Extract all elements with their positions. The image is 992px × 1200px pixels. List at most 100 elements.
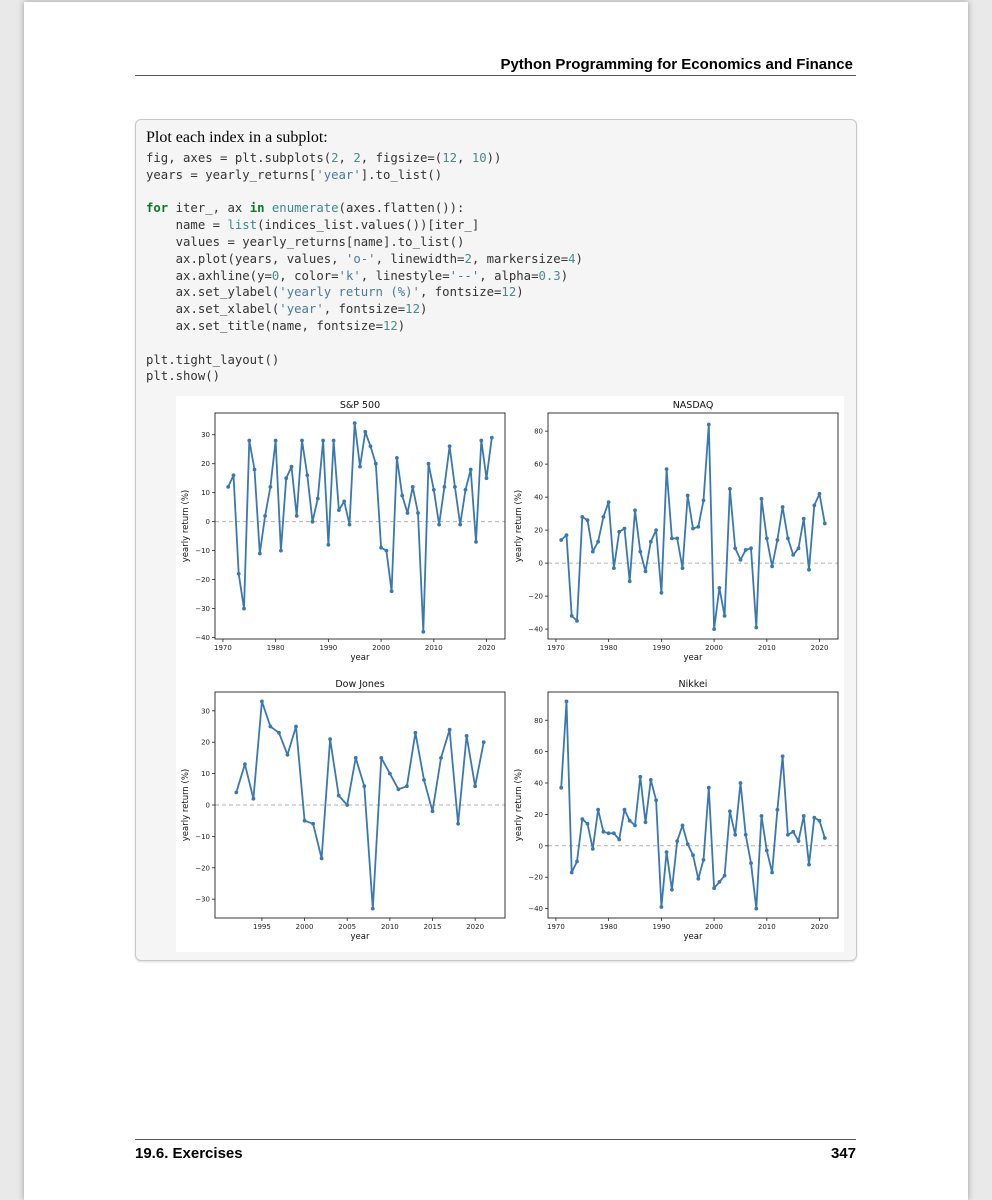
data-point bbox=[754, 906, 759, 911]
x-tick-label: 2020 bbox=[478, 644, 496, 652]
data-point bbox=[285, 752, 290, 757]
data-point bbox=[764, 536, 769, 541]
code-line: ax.set_ylabel('yearly return (%)', fonts… bbox=[175, 285, 524, 300]
code-line: plt.tight_layout() bbox=[146, 352, 280, 367]
notebook-cell: Plot each index in a subplot: fig, axes … bbox=[135, 119, 857, 961]
x-tick-label: 1970 bbox=[547, 923, 565, 931]
data-point bbox=[670, 887, 674, 892]
data-point bbox=[733, 546, 738, 551]
data-point bbox=[279, 548, 283, 553]
data-point bbox=[817, 491, 822, 496]
x-axis-label: year bbox=[684, 653, 703, 663]
data-point bbox=[717, 880, 722, 884]
data-point bbox=[675, 536, 680, 541]
data-point bbox=[277, 730, 281, 735]
y-tick-label: 20 bbox=[201, 460, 210, 468]
data-point bbox=[659, 905, 664, 909]
data-point bbox=[410, 485, 415, 489]
data-point bbox=[696, 876, 701, 881]
data-point bbox=[268, 485, 273, 489]
data-point bbox=[728, 809, 732, 814]
subplot-s-p-500: S&P 500 −40 −30 −20 −10 0 10 20 30 1970 1980 1990 20… bbox=[181, 400, 506, 663]
data-point bbox=[606, 500, 611, 504]
subplot-title: Dow Jones bbox=[335, 679, 384, 690]
data-point bbox=[764, 848, 769, 853]
data-point bbox=[712, 886, 716, 891]
data-point bbox=[796, 546, 801, 551]
y-tick-label: −20 bbox=[528, 593, 543, 601]
data-point bbox=[337, 508, 341, 512]
data-point bbox=[664, 467, 669, 471]
axes-frame bbox=[547, 412, 839, 640]
data-point bbox=[456, 821, 460, 826]
y-tick-label: −10 bbox=[195, 833, 210, 841]
data-point bbox=[439, 756, 443, 760]
cell-caption: Plot each index in a subplot: bbox=[146, 129, 328, 146]
data-point bbox=[481, 740, 486, 745]
data-point bbox=[786, 536, 790, 541]
data-point bbox=[311, 821, 315, 826]
y-tick-label: 30 bbox=[201, 431, 210, 439]
data-point bbox=[807, 567, 811, 572]
y-tick-label: −30 bbox=[195, 896, 210, 904]
data-point bbox=[601, 515, 606, 519]
data-point bbox=[284, 476, 289, 481]
data-point bbox=[252, 467, 257, 472]
x-tick-label: 2010 bbox=[758, 923, 776, 931]
data-point bbox=[458, 522, 463, 527]
data-point bbox=[362, 784, 367, 789]
axes-frame bbox=[214, 412, 506, 640]
data-point bbox=[585, 518, 590, 523]
data-point bbox=[812, 503, 817, 508]
data-point bbox=[691, 853, 695, 858]
y-tick-label: −10 bbox=[195, 547, 210, 555]
data-point bbox=[326, 542, 331, 547]
data-point bbox=[659, 590, 664, 595]
data-point bbox=[759, 814, 764, 818]
x-tick-label: 2005 bbox=[338, 923, 356, 931]
data-point bbox=[680, 823, 685, 828]
data-point bbox=[738, 557, 743, 562]
y-tick-label: −20 bbox=[195, 576, 210, 584]
data-point bbox=[622, 526, 627, 531]
data-point bbox=[370, 906, 375, 911]
footer-page-number: 347 bbox=[830, 1145, 856, 1162]
data-point bbox=[464, 734, 469, 738]
data-point bbox=[442, 485, 447, 489]
data-point bbox=[268, 724, 273, 729]
data-point bbox=[569, 870, 574, 875]
data-point bbox=[706, 785, 711, 790]
x-tick-label: 1970 bbox=[547, 644, 565, 652]
y-tick-label: −20 bbox=[528, 874, 543, 882]
y-tick-label: 60 bbox=[534, 748, 543, 756]
y-tick-label: 0 bbox=[206, 518, 210, 526]
data-point bbox=[384, 548, 389, 553]
series-line bbox=[560, 700, 826, 910]
data-point bbox=[302, 818, 307, 823]
x-tick-label: 2010 bbox=[425, 644, 443, 652]
data-point bbox=[289, 464, 294, 469]
data-point bbox=[468, 467, 473, 472]
x-tick-label: 2000 bbox=[372, 644, 390, 652]
data-point bbox=[426, 461, 431, 466]
x-axis-label: year bbox=[351, 932, 370, 942]
y-axis-label: yearly return (%) bbox=[514, 769, 524, 841]
code-line: values = yearly_returns[name].to_list() bbox=[175, 234, 465, 249]
running-header-title: Python Programming for Economics and Fin… bbox=[500, 56, 853, 73]
x-tick-label: 2000 bbox=[705, 923, 723, 931]
x-tick-label: 2020 bbox=[811, 644, 829, 652]
data-point bbox=[559, 785, 564, 790]
data-point bbox=[696, 524, 701, 529]
data-point bbox=[395, 456, 399, 460]
y-tick-label: 0 bbox=[206, 802, 210, 810]
data-point bbox=[453, 485, 457, 489]
data-point bbox=[822, 836, 827, 840]
data-point bbox=[559, 538, 564, 542]
data-point bbox=[728, 487, 732, 491]
data-point bbox=[260, 699, 264, 704]
data-point bbox=[243, 762, 247, 767]
data-point bbox=[664, 850, 669, 854]
data-point bbox=[263, 514, 267, 518]
data-point bbox=[352, 421, 357, 425]
data-point bbox=[780, 754, 785, 759]
